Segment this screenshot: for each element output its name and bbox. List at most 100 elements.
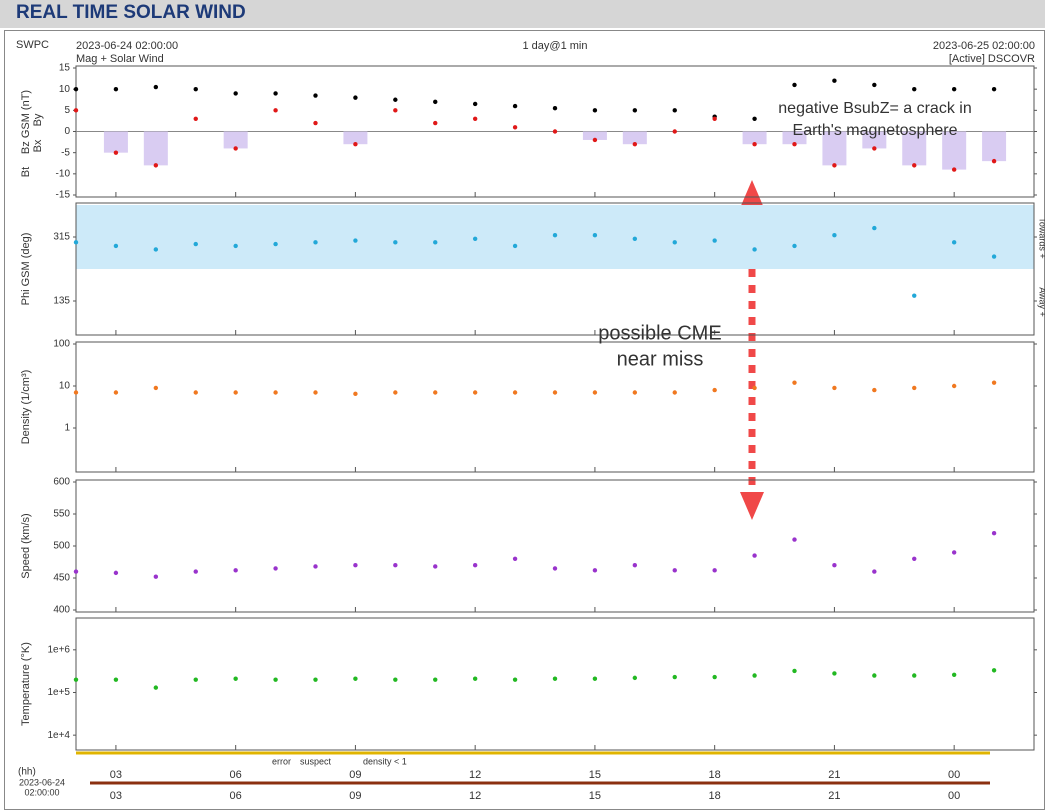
panel-frame [75,202,1035,336]
data-point [991,380,997,385]
data-point [113,570,119,576]
data-point [752,673,757,678]
data-point [951,672,957,677]
data-point [552,390,558,395]
data-point [73,86,79,92]
x-tick-label: 00 [948,790,960,802]
data-point [193,241,198,247]
x-tick-label: 00 [948,769,960,781]
data-point [672,568,677,573]
x-tick-label: 06 [230,769,242,781]
x-tick-label: 21 [828,790,840,802]
data-point [512,243,518,249]
data-point [712,116,717,122]
data-point [592,233,598,238]
y-tick-label: 1e+6 [47,644,70,655]
y-axis-label: Density (1/cm³) [20,370,32,445]
negative-fill [782,131,807,145]
data-point [912,385,917,391]
data-point [752,553,757,558]
data-point [193,390,198,395]
data-point [313,390,318,395]
x-tick-label: 09 [349,790,361,802]
y-tick-label: 0 [64,126,70,137]
y-tick-label: 600 [53,477,70,488]
data-point [153,247,159,252]
y-tick-label: 500 [53,541,70,552]
data-point [273,108,278,113]
y-tick-label: 135 [53,296,70,307]
data-point [592,390,598,395]
component-label: By [32,113,44,126]
y-axis-label: Bz GSM (nT) [20,90,32,154]
data-point [951,383,957,389]
data-point [353,676,358,681]
data-point [792,82,797,88]
data-point [313,120,318,126]
y-tick-label: 400 [53,605,70,616]
y-tick-label: -10 [56,168,71,179]
data-point [512,677,518,682]
data-point [73,569,79,574]
data-point [73,677,79,682]
time-axis-label: (hh) [18,767,36,778]
quality-legend: suspect [300,756,332,766]
data-point [113,677,119,682]
data-point [433,564,438,569]
data-point [433,677,438,682]
data-point [512,390,518,395]
data-point [632,563,638,568]
x-tick-label: 15 [589,769,601,781]
data-point [592,108,598,113]
negative-fill [822,131,847,166]
negative-fill [742,131,767,145]
data-point [193,677,198,682]
data-point [832,671,837,676]
negative-fill [103,131,128,153]
data-point [353,563,358,568]
x-tick-label: 12 [469,790,481,802]
data-point [472,390,478,395]
data-point [273,241,278,247]
annotation: negative BsubZ= a crack in [778,100,971,117]
data-point [872,225,877,231]
data-point [872,82,877,88]
data-point [313,564,318,569]
data-point [512,125,518,130]
data-point [273,566,278,571]
data-point [752,385,757,391]
data-point [393,97,398,102]
quality-legend: error [272,756,291,766]
y-tick-label: 10 [59,84,71,95]
data-point [792,668,797,674]
data-point [393,390,398,395]
panel-frame [75,479,1035,613]
data-point [991,86,997,92]
data-point [433,240,438,245]
data-point [832,385,837,391]
data-point [951,167,957,172]
data-point [632,675,638,681]
data-point [832,233,837,238]
panel-frame [75,341,1035,473]
data-point [193,569,198,574]
data-point [353,95,358,100]
y-tick-label: 15 [59,63,71,74]
data-point [153,84,159,90]
data-point [991,254,997,259]
negative-fill [343,131,368,145]
data-point [472,101,478,107]
y-tick-label: -15 [56,190,71,201]
data-point [592,568,598,573]
data-point [233,390,238,395]
x-tick-label: 12 [469,769,481,781]
data-point [912,163,917,168]
data-point [632,142,638,147]
data-point [552,233,558,238]
data-point [872,673,877,678]
data-point [792,142,797,147]
data-point [273,677,278,682]
page-title: REAL TIME SOLAR WIND [16,2,246,23]
negative-fill [862,131,887,149]
data-point [792,243,797,249]
